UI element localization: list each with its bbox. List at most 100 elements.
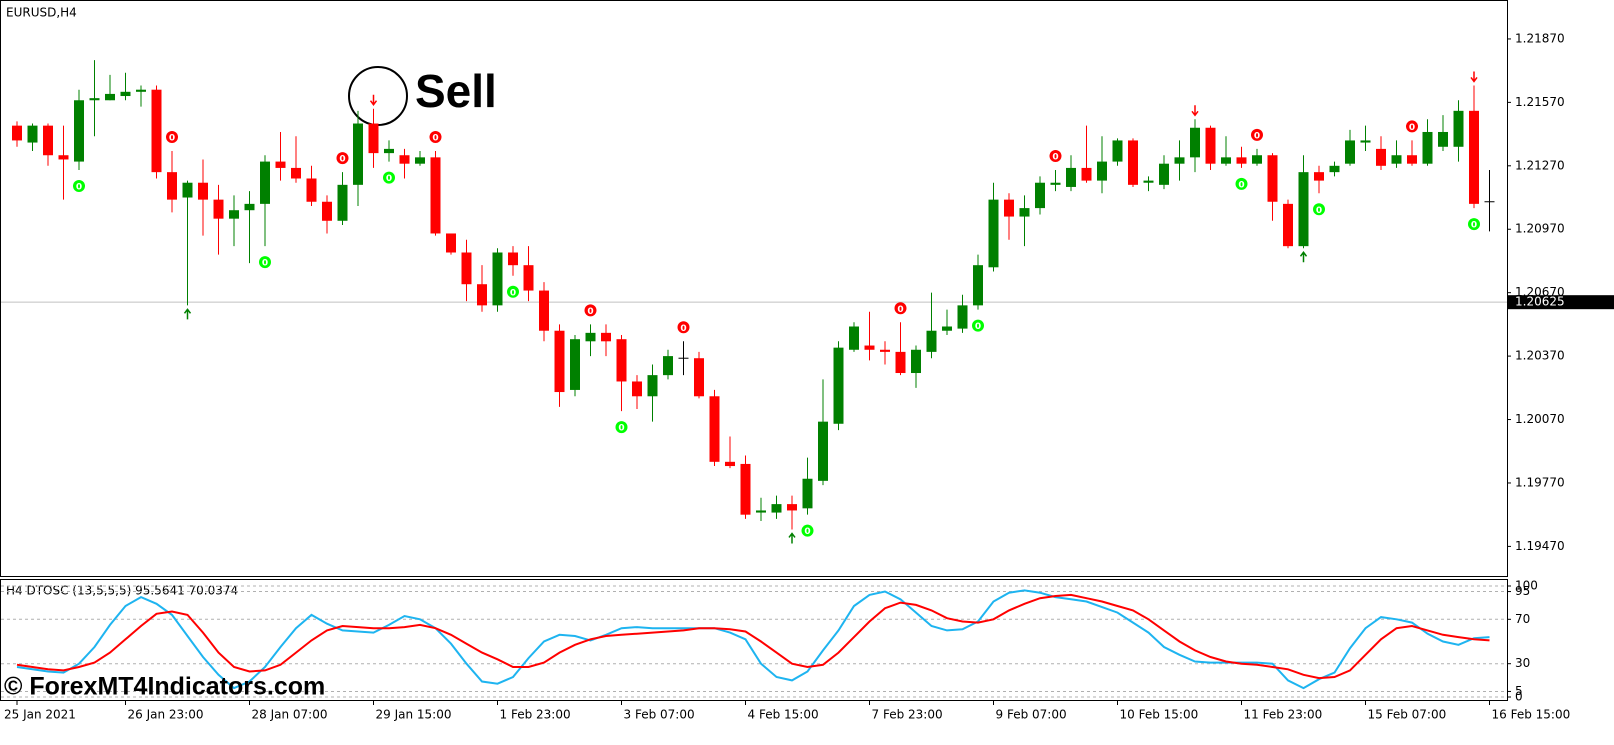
candle-body: [136, 89, 146, 92]
candle-body: [1159, 163, 1169, 185]
signal-label: 0: [76, 183, 82, 193]
candle-body: [1143, 180, 1154, 183]
sell-arrow: [1470, 71, 1478, 83]
y-tick-label: 1.20970: [1515, 222, 1565, 236]
x-tick-label: 26 Jan 23:00: [128, 708, 204, 722]
y-tick-label: 1.21270: [1515, 158, 1565, 172]
signal-label: 0: [1052, 153, 1058, 163]
signal-dot: [894, 302, 907, 315]
candle-body: [182, 182, 193, 198]
candle-body: [1407, 155, 1417, 164]
candle-body: [740, 463, 751, 515]
candle-body: [1066, 167, 1076, 187]
y-tick-label: 1.19470: [1515, 539, 1565, 553]
x-tick-label: 16 Feb 15:00: [1492, 708, 1571, 722]
candle-body: [1190, 127, 1200, 158]
buy-arrow: [1299, 251, 1308, 263]
candle-body: [833, 347, 844, 424]
candle-body: [399, 155, 410, 164]
signal-dot: [1235, 177, 1248, 190]
candle-body: [1283, 203, 1293, 247]
y-tick-label: 100: [1515, 579, 1538, 593]
candle-body: [787, 504, 797, 511]
oscillator-line: [16, 593, 1490, 680]
candle-body: [492, 252, 503, 306]
signal-label: 0: [386, 174, 392, 184]
signal-label: 0: [510, 288, 516, 298]
oscillator-line: [16, 589, 1490, 690]
candle-body: [771, 504, 782, 513]
candle-body: [1422, 131, 1433, 164]
candle-body: [1081, 167, 1092, 181]
signal-dot: [801, 524, 814, 537]
candle-body: [601, 332, 611, 342]
candle-body: [353, 123, 363, 185]
x-tick-label: 3 Feb 07:00: [624, 708, 695, 722]
candle-body: [291, 167, 301, 179]
candle-body: [415, 157, 425, 164]
signal-dot: [584, 304, 597, 317]
candle-body: [880, 349, 890, 352]
candle-body: [539, 290, 549, 331]
signal-dot: [259, 256, 271, 269]
candle-body: [1267, 155, 1278, 202]
y-tick-label: 5: [1515, 684, 1523, 698]
candle-body: [477, 284, 487, 306]
candle-body: [74, 100, 84, 162]
candle-body: [198, 182, 208, 200]
candle-body: [244, 203, 255, 211]
y-tick-label: 0: [1515, 690, 1523, 704]
y-tick-label: 1.19770: [1515, 475, 1565, 489]
x-tick-label: 1 Feb 23:00: [500, 708, 571, 722]
candle-body: [895, 351, 906, 374]
candle-body: [58, 155, 69, 160]
y-tick-label: 30: [1515, 656, 1530, 670]
candle-body: [523, 265, 534, 291]
signal-label: 0: [262, 259, 268, 269]
candle-body: [926, 330, 937, 352]
signal-dot: [1468, 218, 1480, 231]
y-tick-label: 1.21570: [1515, 95, 1565, 109]
current-price-label: 1.20625: [1515, 295, 1565, 309]
signal-label: 0: [432, 134, 438, 144]
signal-label: 0: [975, 322, 981, 332]
signal-dot: [429, 131, 442, 144]
signal-label: 0: [169, 134, 175, 144]
candle-body: [12, 125, 22, 141]
candle-body: [229, 210, 239, 219]
x-tick-label: 28 Jan 07:00: [252, 708, 328, 722]
y-tick-label: 1.20070: [1515, 412, 1565, 426]
candle-body: [120, 91, 131, 97]
candle-body: [384, 148, 394, 154]
signal-dot: [166, 131, 178, 144]
candle-body: [322, 201, 332, 221]
candle-body: [461, 252, 472, 285]
candle-body: [756, 510, 766, 513]
y-tick-label: 1.20370: [1515, 349, 1565, 363]
x-tick-label: 9 Feb 07:00: [996, 708, 1067, 722]
candle-body: [151, 89, 162, 173]
candle-body: [213, 199, 224, 219]
candle-body: [570, 339, 580, 390]
candle-body: [818, 421, 828, 481]
x-tick-label: 29 Jan 15:00: [376, 708, 452, 722]
current-price-box: [1508, 295, 1614, 310]
candle-body: [1019, 208, 1030, 217]
signal-dot: [507, 285, 519, 298]
candle-body: [508, 252, 518, 266]
x-tick-label: 10 Feb 15:00: [1120, 708, 1199, 722]
signal-label: 0: [897, 305, 903, 315]
candle-body: [1236, 157, 1247, 164]
candle-body: [167, 172, 177, 200]
candle-body: [1252, 155, 1262, 164]
candle-body: [1004, 199, 1014, 217]
candle-body: [446, 233, 456, 253]
signal-label: 0: [618, 424, 624, 434]
signal-dot: [1313, 203, 1325, 216]
signal-dot: [336, 152, 349, 165]
candle-body: [864, 345, 875, 350]
candle-body: [43, 125, 53, 156]
candle-body: [430, 157, 441, 234]
